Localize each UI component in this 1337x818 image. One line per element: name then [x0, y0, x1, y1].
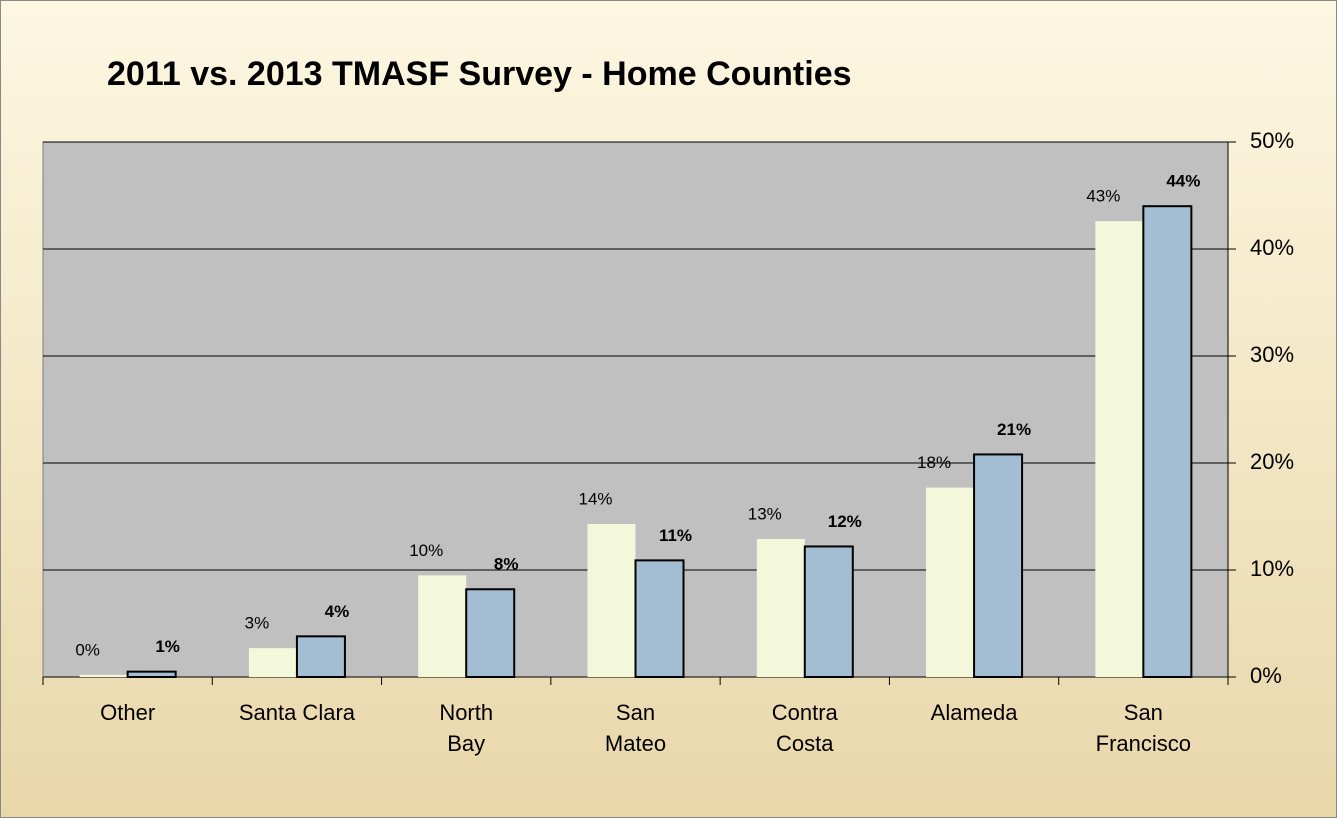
x-tick-label: North Bay [439, 700, 493, 756]
y-tick-label: 0% [1250, 663, 1282, 688]
bar [1142, 205, 1193, 678]
bar [248, 648, 297, 677]
y-tick-label: 40% [1250, 235, 1294, 260]
y-tick-label: 20% [1250, 449, 1294, 474]
x-tick-label: Alameda [931, 700, 1019, 725]
bar [1095, 221, 1144, 677]
data-label: 43% [1086, 187, 1120, 206]
data-label: 10% [409, 541, 443, 560]
data-label: 14% [578, 489, 612, 508]
bar [418, 575, 467, 677]
bar [973, 453, 1024, 678]
data-label: 13% [748, 504, 782, 523]
y-tick-label: 10% [1250, 556, 1294, 581]
data-label: 44% [1166, 172, 1200, 191]
data-label: 12% [828, 512, 862, 531]
data-label: 11% [659, 526, 692, 545]
bar [126, 670, 177, 679]
data-label: 0% [75, 640, 100, 659]
x-tick-label: Santa Clara [239, 700, 356, 725]
chart-title: 2011 vs. 2013 TMASF Survey - Home Counti… [107, 55, 852, 93]
x-tick-label: San Mateo [605, 700, 666, 756]
bar [756, 538, 805, 677]
data-label: 8% [494, 555, 519, 574]
y-tick-label: 30% [1250, 342, 1294, 367]
data-label: 1% [155, 637, 180, 656]
bar [79, 674, 128, 677]
x-tick-label: Contra Costa [772, 700, 839, 756]
bar [634, 559, 685, 678]
data-label: 18% [917, 453, 951, 472]
bar [295, 635, 346, 679]
bar [465, 588, 516, 679]
y-tick-label: 50% [1250, 128, 1294, 153]
x-tick-label: San Francisco [1096, 700, 1191, 756]
data-label: 21% [997, 420, 1031, 439]
bar [926, 487, 975, 677]
x-tick-label: Other [100, 700, 155, 725]
data-label: 3% [245, 614, 270, 633]
data-label: 4% [325, 602, 350, 621]
bar [587, 523, 636, 677]
bar [803, 545, 854, 679]
